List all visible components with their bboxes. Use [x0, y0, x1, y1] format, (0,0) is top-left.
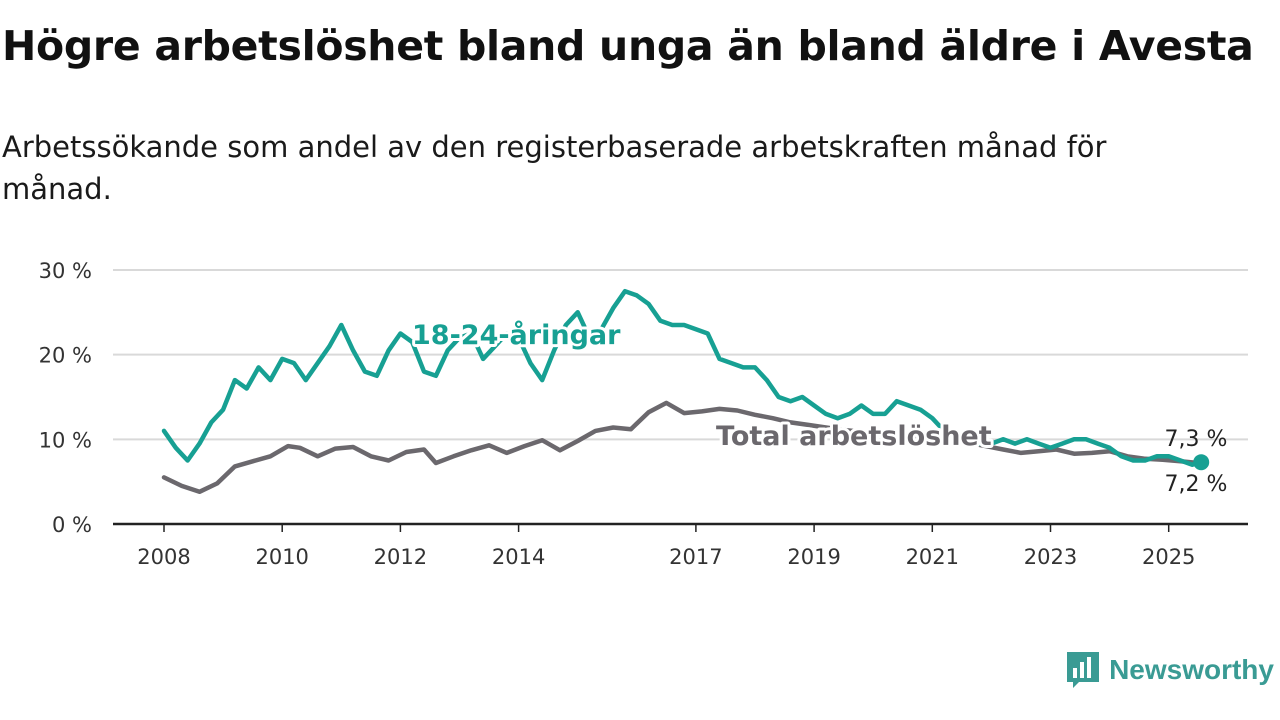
x-tick-label: 2019 [787, 545, 840, 569]
x-axis: 2008 2010 2012 2014 2017 2019 2021 2023 2025 [113, 522, 1248, 569]
y-tick-label: 20 % [39, 344, 92, 368]
youth-end-marker [1193, 454, 1210, 471]
bar-chart-icon [1067, 652, 1100, 688]
page-subtitle: Arbetssökande som andel av den registerb… [2, 130, 1107, 206]
y-tick-label: 30 % [39, 259, 92, 283]
total-end-value: 7,2 % [1165, 472, 1228, 497]
label-layer: 18-24-åringar Total arbetslöshet 7,3 % 7,2 … [409, 316, 1228, 497]
x-tick-label: 2012 [374, 545, 427, 569]
series-layer [161, 288, 1210, 495]
x-tick-label: 2017 [669, 545, 722, 569]
youth-end-value: 7,3 % [1165, 427, 1228, 452]
total-series-line [161, 400, 1201, 495]
x-tick-label: 2021 [906, 545, 959, 569]
y-axis: 0 % 10 % 20 % 30 % [39, 259, 92, 537]
x-tick-label: 2008 [137, 545, 190, 569]
x-tick-label: 2025 [1142, 545, 1195, 569]
y-tick-label: 10 % [39, 428, 92, 452]
brand-name: Newsworthy [1109, 654, 1274, 685]
grid-layer [113, 269, 1248, 441]
total-series-label: Total arbetslöshet [716, 421, 992, 452]
youth-series-label: 18-24-åringar [412, 319, 621, 351]
page-title: Högre arbetslöshet bland unga än bland ä… [2, 22, 1254, 70]
y-tick-label: 0 % [52, 513, 92, 537]
x-tick-label: 2010 [255, 545, 308, 569]
youth-series-line [161, 288, 1204, 467]
line-chart: 0 % 10 % 20 % 30 % 2008 2010 2012 2014 2017 2019… [39, 259, 1248, 569]
x-tick-label: 2023 [1024, 545, 1077, 569]
newsworthy-logo: Newsworthy [1065, 650, 1274, 690]
x-tick-label: 2014 [492, 545, 545, 569]
